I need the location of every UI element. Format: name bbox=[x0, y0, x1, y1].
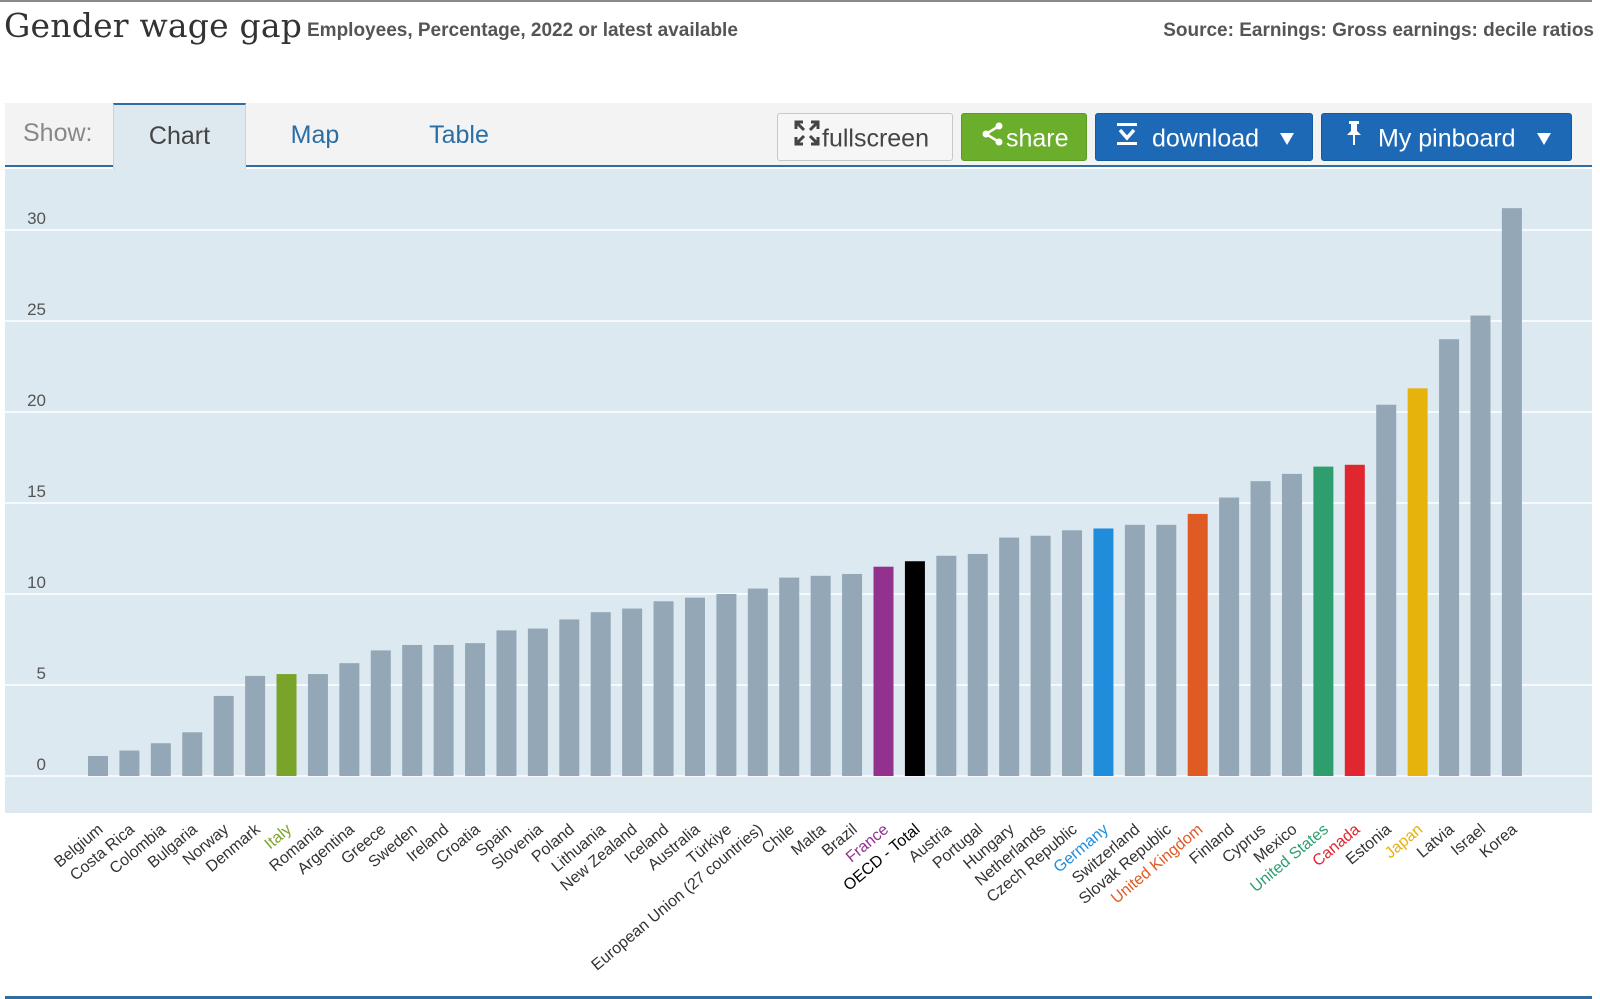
pin-icon bbox=[1346, 115, 1362, 161]
x-tick-label: Latvia bbox=[1414, 821, 1458, 862]
bar-norway[interactable] bbox=[213, 695, 234, 776]
bar-denmark[interactable] bbox=[245, 675, 266, 776]
bar-sweden[interactable] bbox=[402, 644, 423, 776]
bar-switzerland[interactable] bbox=[1124, 524, 1145, 776]
download-label: download bbox=[1152, 124, 1260, 153]
bar-italy[interactable] bbox=[276, 674, 297, 776]
bar-belgium[interactable] bbox=[88, 755, 108, 776]
page-subtitle: Employees, Percentage, 2022 or latest av… bbox=[307, 20, 738, 41]
bar-chile[interactable] bbox=[779, 577, 800, 776]
bar-portugal[interactable] bbox=[967, 553, 988, 776]
toolbar: Show: Chart Map Table fullscreen share bbox=[5, 103, 1592, 169]
bar-new-zealand[interactable] bbox=[622, 608, 643, 776]
top-rule bbox=[0, 0, 1592, 2]
bar-australia[interactable] bbox=[684, 597, 705, 776]
bar-finland[interactable] bbox=[1219, 497, 1240, 776]
bar-iceland[interactable] bbox=[653, 601, 674, 776]
bar-croatia[interactable] bbox=[465, 643, 486, 776]
bar-france[interactable] bbox=[873, 566, 894, 776]
download-button[interactable]: download bbox=[1095, 113, 1313, 161]
bar-greece[interactable] bbox=[370, 650, 391, 776]
y-tick-label: 0 bbox=[37, 755, 46, 774]
expand-icon bbox=[794, 115, 820, 161]
bar-united-states[interactable] bbox=[1313, 466, 1334, 776]
bar-slovak-republic[interactable] bbox=[1156, 524, 1177, 776]
page-title: Gender wage gap bbox=[4, 6, 303, 45]
bar-argentina[interactable] bbox=[339, 663, 360, 776]
tab-table[interactable]: Table bbox=[429, 121, 489, 149]
pinboard-label: My pinboard bbox=[1378, 124, 1516, 153]
bar-brazil[interactable] bbox=[842, 573, 863, 776]
bar-malta[interactable] bbox=[810, 575, 831, 776]
x-tick-label: Korea bbox=[1477, 821, 1521, 862]
bar-t-rkiye[interactable] bbox=[716, 594, 737, 776]
bar-united-kingdom[interactable] bbox=[1187, 513, 1208, 776]
tab-chart[interactable]: Chart bbox=[113, 103, 246, 169]
bar-germany[interactable] bbox=[1093, 528, 1114, 776]
bar-cyprus[interactable] bbox=[1250, 481, 1271, 776]
share-label: share bbox=[1006, 124, 1069, 153]
bar-colombia[interactable] bbox=[150, 743, 171, 776]
y-tick-label: 10 bbox=[27, 573, 46, 592]
tab-map[interactable]: Map bbox=[290, 121, 340, 149]
bar-slovenia[interactable] bbox=[527, 628, 548, 776]
bar-austria[interactable] bbox=[936, 555, 957, 776]
bar-spain[interactable] bbox=[496, 630, 517, 776]
bar-oecd-total[interactable] bbox=[904, 561, 925, 776]
bar-lithuania[interactable] bbox=[590, 612, 611, 776]
y-tick-label: 30 bbox=[27, 209, 46, 228]
caret-down-icon bbox=[1536, 115, 1551, 161]
bar-bulgaria[interactable] bbox=[182, 732, 203, 776]
bar-ireland[interactable] bbox=[433, 644, 454, 776]
bar-european-union-27-countries-[interactable] bbox=[747, 588, 768, 776]
y-tick-label: 5 bbox=[37, 664, 46, 683]
bar-romania[interactable] bbox=[307, 674, 328, 776]
y-tick-label: 20 bbox=[27, 391, 46, 410]
y-tick-label: 15 bbox=[27, 482, 46, 501]
download-icon bbox=[1116, 115, 1138, 161]
bar-czech-republic[interactable] bbox=[1062, 530, 1083, 776]
share-icon bbox=[982, 115, 1004, 161]
bar-canada[interactable] bbox=[1344, 464, 1365, 776]
pinboard-button[interactable]: My pinboard bbox=[1321, 113, 1572, 161]
show-label: Show: bbox=[23, 119, 93, 147]
bar-mexico[interactable] bbox=[1281, 473, 1302, 776]
source-link[interactable]: Source: Earnings: Gross earnings: decile… bbox=[1163, 20, 1594, 41]
bar-japan[interactable] bbox=[1407, 388, 1428, 776]
fullscreen-button[interactable]: fullscreen bbox=[777, 113, 953, 161]
bar-hungary[interactable] bbox=[999, 537, 1020, 776]
y-tick-label: 25 bbox=[27, 300, 46, 319]
bar-latvia[interactable] bbox=[1439, 339, 1460, 776]
bar-poland[interactable] bbox=[559, 619, 580, 776]
bar-costa-rica[interactable] bbox=[119, 750, 140, 776]
bar-netherlands[interactable] bbox=[1030, 535, 1051, 776]
bar-korea[interactable] bbox=[1501, 208, 1522, 776]
bar-israel[interactable] bbox=[1470, 315, 1491, 776]
x-tick-label: Malta bbox=[788, 821, 829, 859]
caret-down-icon bbox=[1279, 115, 1294, 161]
share-button[interactable]: share bbox=[961, 113, 1087, 161]
fullscreen-label: fullscreen bbox=[822, 124, 929, 153]
bar-estonia[interactable] bbox=[1376, 404, 1397, 776]
